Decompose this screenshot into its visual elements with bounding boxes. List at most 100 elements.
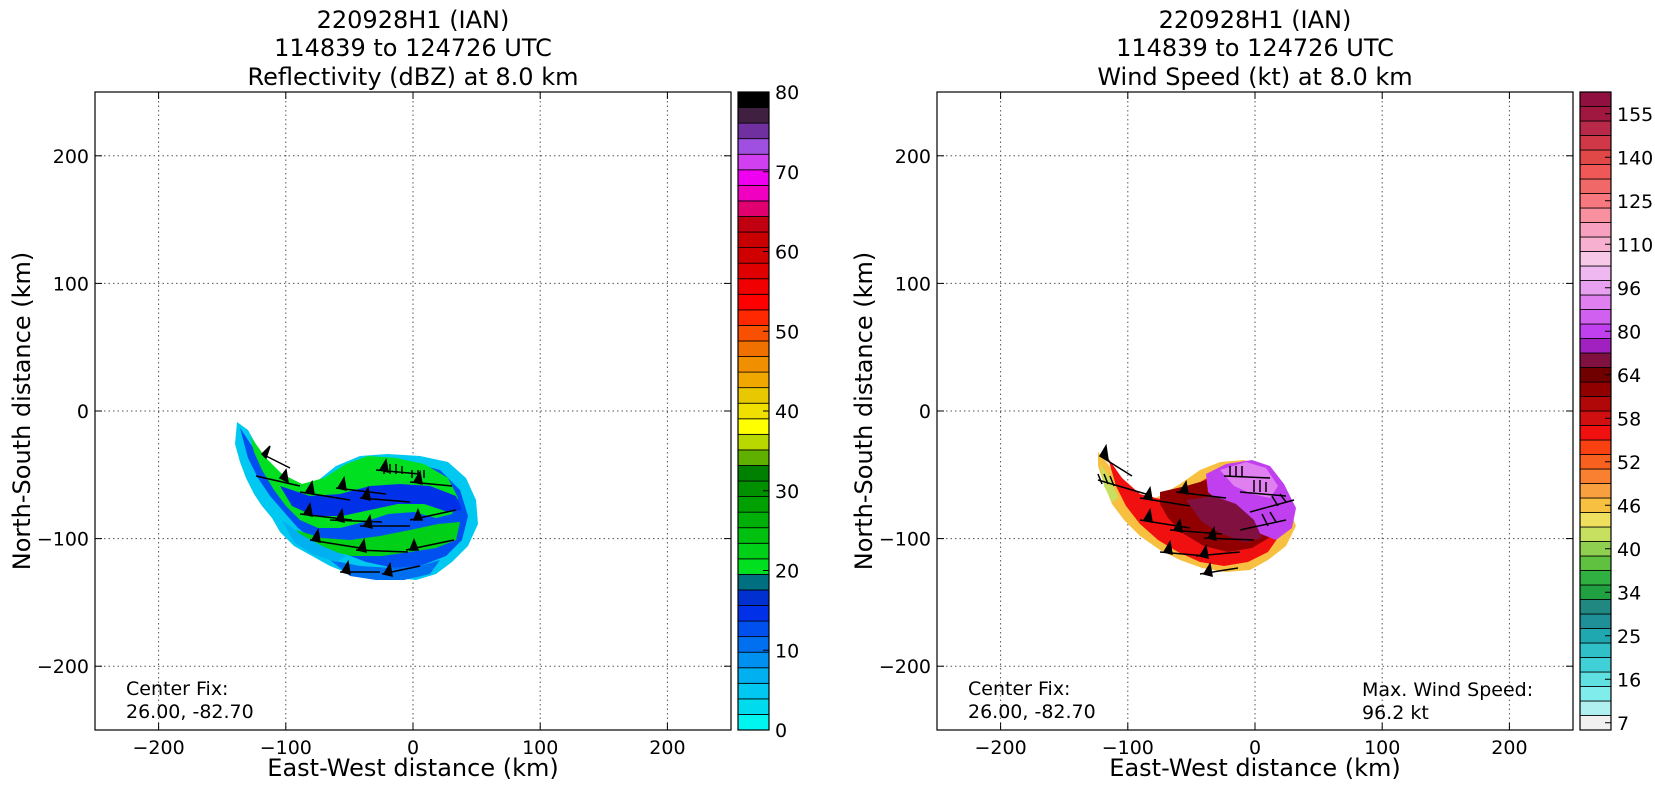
colorbar-bin xyxy=(737,418,770,435)
y-tick-label: −200 xyxy=(37,656,89,678)
colorbar-tick-label: 20 xyxy=(775,561,799,583)
wind-barb xyxy=(1199,561,1239,578)
x-tick-label: 200 xyxy=(1491,737,1527,759)
colorbar-tick-label: 40 xyxy=(775,401,799,423)
colorbar-bin xyxy=(737,558,770,575)
colorbar-bin xyxy=(737,138,770,155)
reflectivity-center-fix-value: 26.00, -82.70 xyxy=(126,701,254,723)
reflectivity-grid xyxy=(95,92,731,730)
colorbar-bin xyxy=(737,91,770,108)
colorbar-bin xyxy=(1579,686,1612,702)
colorbar-bin xyxy=(1579,439,1612,455)
colorbar-bin xyxy=(1579,613,1612,629)
y-tick-label: 0 xyxy=(919,401,931,423)
wind-barb xyxy=(383,464,403,474)
wind-speed-title-line-3: Wind Speed (kt) at 8.0 km xyxy=(1097,63,1412,91)
colorbar-bin xyxy=(737,620,770,638)
y-tick-label: 200 xyxy=(53,146,89,168)
colorbar-tick-label: 155 xyxy=(1617,104,1653,126)
colorbar-bin xyxy=(1579,657,1612,673)
x-tick-label: −100 xyxy=(1102,737,1154,759)
colorbar-bin xyxy=(737,714,770,731)
colorbar-bin xyxy=(737,589,770,606)
wind-barb xyxy=(1175,479,1227,499)
colorbar-bin xyxy=(737,698,770,715)
max-wind-speed-value: 96.2 kt xyxy=(1362,702,1429,724)
colorbar-bin xyxy=(1579,222,1612,238)
wind-barb xyxy=(1159,539,1207,557)
wind-barb xyxy=(1249,493,1295,513)
reflectivity-center-fix-label: Center Fix: xyxy=(126,678,228,700)
colorbar-tick-label: 30 xyxy=(775,481,799,503)
colorbar-tick-label: 140 xyxy=(1617,147,1653,169)
x-tick-label: −200 xyxy=(133,737,185,759)
wind-speed-title-line-2: 114839 to 124726 UTC xyxy=(1116,34,1394,62)
colorbar-bin xyxy=(1579,338,1612,354)
wind-barb xyxy=(355,537,409,554)
colorbar-bin xyxy=(737,605,770,622)
y-tick-label: 100 xyxy=(53,273,89,295)
colorbar-tick-label: 60 xyxy=(775,242,799,264)
colorbar-bin xyxy=(737,293,770,311)
colorbar-bin xyxy=(1579,135,1612,151)
colorbar-tick-label: 64 xyxy=(1617,365,1641,387)
wind-barb xyxy=(1139,485,1191,507)
colorbar-bin xyxy=(1579,309,1612,325)
colorbar-bin xyxy=(737,651,770,669)
y-tick-label: 200 xyxy=(895,146,931,168)
wind-barb xyxy=(1097,473,1147,495)
wind-barb xyxy=(411,470,425,478)
y-tick-label: −100 xyxy=(879,529,931,551)
wind-barb xyxy=(409,507,457,521)
wind-speed-x-axis-label: East-West distance (km) xyxy=(1109,754,1400,782)
colorbar-bin xyxy=(737,496,770,513)
wind-speed-center-fix-value: 26.00, -82.70 xyxy=(968,701,1096,723)
colorbar-tick-label: 96 xyxy=(1617,278,1641,300)
wind-barb xyxy=(255,468,301,487)
colorbar-bin xyxy=(1579,164,1612,180)
wind-speed-field-lightpurple xyxy=(1220,462,1278,498)
y-tick-label: 100 xyxy=(895,273,931,295)
colorbar-bin xyxy=(737,340,770,357)
wind-barb xyxy=(1203,525,1255,542)
wind-barb xyxy=(299,479,351,501)
colorbar-bin xyxy=(1579,207,1612,223)
colorbar-tick-label: 110 xyxy=(1617,234,1653,256)
colorbar-tick-label: 16 xyxy=(1617,669,1641,691)
colorbar-bin xyxy=(737,667,770,684)
wind-barb xyxy=(1239,511,1287,531)
colorbar-bin xyxy=(737,511,770,529)
colorbar-bin xyxy=(737,371,770,389)
wind-speed-grid xyxy=(937,92,1573,730)
colorbar-bin xyxy=(1579,555,1612,571)
colorbar-bin xyxy=(737,465,770,482)
wind-speed-panel: 220928H1 (IAN) 114839 to 124726 UTC Wind… xyxy=(850,6,1653,782)
colorbar-bin xyxy=(737,247,770,264)
colorbar-tick-label: 70 xyxy=(775,162,799,184)
x-tick-label: 0 xyxy=(407,737,419,759)
colorbar-frame xyxy=(1579,91,1612,731)
colorbar-tick-label: 0 xyxy=(775,720,787,742)
reflectivity-colorbar: 0 10 20 30 40 50 60 70 80 xyxy=(737,82,799,742)
colorbar-bin xyxy=(737,325,770,342)
colorbar-tick-label: 25 xyxy=(1617,626,1641,648)
colorbar-bin xyxy=(737,682,770,700)
colorbar-bin xyxy=(737,278,770,295)
colorbar-bin xyxy=(1579,396,1612,412)
y-tick-label: −100 xyxy=(37,529,89,551)
reflectivity-x-axis-label: East-West distance (km) xyxy=(267,754,558,782)
colorbar-bin xyxy=(1579,512,1612,528)
reflectivity-field-band-3 xyxy=(330,560,440,580)
wind-speed-y-axis-label: North-South distance (km) xyxy=(850,252,878,571)
colorbar-bin xyxy=(737,216,770,233)
colorbar-bin xyxy=(737,309,770,326)
y-tick-label: 0 xyxy=(77,401,89,423)
colorbar-tick-label: 50 xyxy=(775,321,799,343)
x-tick-label: −200 xyxy=(975,737,1027,759)
wind-barb xyxy=(1223,466,1271,479)
max-wind-speed-label: Max. Wind Speed: xyxy=(1362,679,1533,701)
colorbar-tick-label: 7 xyxy=(1617,713,1629,735)
colorbar-bin xyxy=(737,387,770,404)
wind-speed-title-line-1: 220928H1 (IAN) xyxy=(1159,6,1352,34)
colorbar-bin xyxy=(1579,265,1612,281)
